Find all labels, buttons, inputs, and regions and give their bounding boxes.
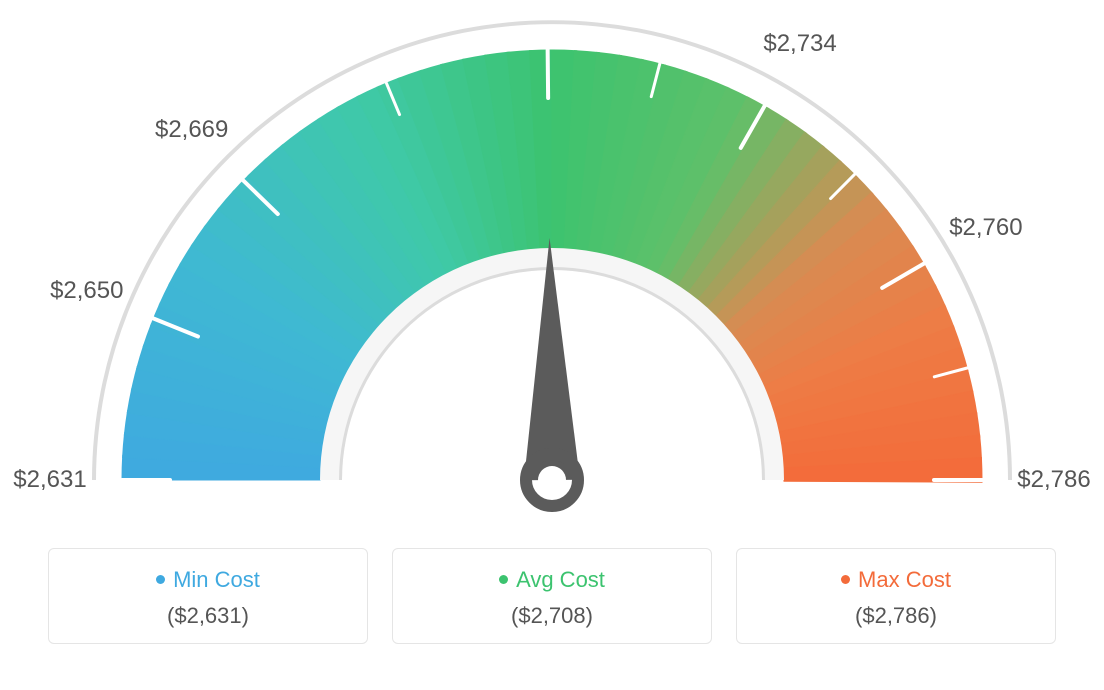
legend-min: Min Cost ($2,631)	[48, 548, 368, 644]
legend-avg-title: Avg Cost	[393, 567, 711, 593]
legend-max: Max Cost ($2,786)	[736, 548, 1056, 644]
gauge-tick-label: $2,734	[763, 30, 836, 58]
gauge-tick-label: $2,669	[155, 116, 228, 144]
gauge-tick-label: $2,760	[949, 214, 1022, 242]
legend-avg-value: ($2,708)	[393, 603, 711, 629]
legend-min-value: ($2,631)	[49, 603, 367, 629]
cost-gauge: $2,631$2,650$2,669$2,708$2,734$2,760$2,7…	[0, 0, 1104, 540]
gauge-tick-label: $2,786	[1017, 466, 1090, 494]
legend-row: Min Cost ($2,631) Avg Cost ($2,708) Max …	[0, 548, 1104, 644]
legend-min-title: Min Cost	[49, 567, 367, 593]
legend-avg: Avg Cost ($2,708)	[392, 548, 712, 644]
legend-max-value: ($2,786)	[737, 603, 1055, 629]
gauge-tick-label: $2,631	[13, 466, 86, 494]
legend-max-title: Max Cost	[737, 567, 1055, 593]
gauge-tick-label: $2,650	[50, 277, 123, 305]
gauge-needle	[524, 238, 580, 480]
gauge-needle-hub-hole	[538, 466, 566, 494]
gauge-svg	[0, 0, 1104, 540]
